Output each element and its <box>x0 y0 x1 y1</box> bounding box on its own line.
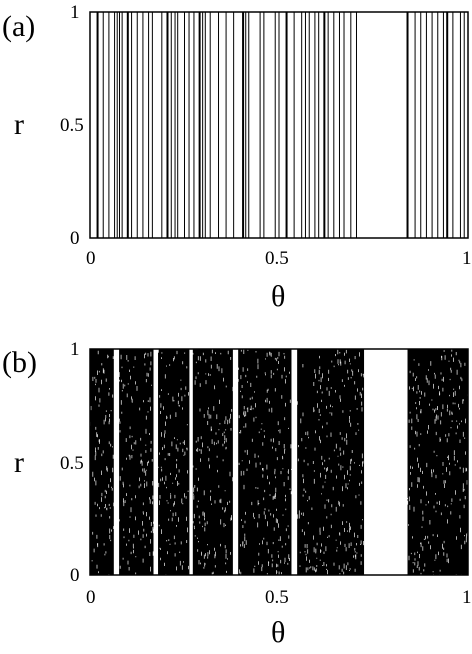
y-axis-label-a: r <box>14 108 24 141</box>
y-tick-a-0: 0 <box>70 228 80 249</box>
density-band-3 <box>192 349 233 575</box>
density-band-0 <box>90 349 114 575</box>
speckle-path-2 <box>157 349 189 579</box>
x-axis-label-a: θ <box>271 280 285 313</box>
density-bands-b <box>89 349 469 579</box>
y-tick-b-1: 1 <box>70 339 80 360</box>
speckle-2 <box>157 349 189 579</box>
y-tick-b-0: 0 <box>70 565 80 586</box>
speckle-5 <box>297 349 365 576</box>
y-tick-b-0.5: 0.5 <box>60 453 84 474</box>
y-tick-a-1: 1 <box>70 2 80 23</box>
speckle-4 <box>237 349 292 577</box>
speckle-3 <box>192 349 234 575</box>
density-band-6 <box>407 349 468 575</box>
speckle-1 <box>118 351 154 578</box>
x-axis-label-b: θ <box>271 616 285 649</box>
panel-label-a: (a) <box>2 10 35 43</box>
x-tick-a-0.5: 0.5 <box>265 248 289 269</box>
y-tick-a-0.5: 0.5 <box>60 115 84 136</box>
x-tick-b-0.5: 0.5 <box>265 587 289 608</box>
panel-a: (a) r θ 1 0.5 0 0 0.5 1 <box>2 2 472 313</box>
x-tick-b-1: 1 <box>462 587 472 608</box>
plot-frame-b <box>89 348 469 576</box>
speckle-path-5 <box>297 349 365 576</box>
panel-label-b: (b) <box>2 346 37 379</box>
vertical-lines-a <box>96 12 465 238</box>
y-axis-label-b: r <box>14 446 24 479</box>
panel-b: (b) r θ 1 0.5 0 0 0.5 1 <box>2 339 472 649</box>
x-tick-a-1: 1 <box>462 248 472 269</box>
density-band-4 <box>238 349 292 575</box>
speckle-path-1 <box>118 351 154 578</box>
density-band-2 <box>158 349 190 575</box>
x-tick-a-0: 0 <box>86 248 96 269</box>
plot-frame-a <box>89 11 469 239</box>
x-tick-b-0: 0 <box>86 587 96 608</box>
speckle-path-4 <box>237 349 292 577</box>
speckle-path-3 <box>192 349 234 575</box>
density-band-5 <box>297 349 365 575</box>
